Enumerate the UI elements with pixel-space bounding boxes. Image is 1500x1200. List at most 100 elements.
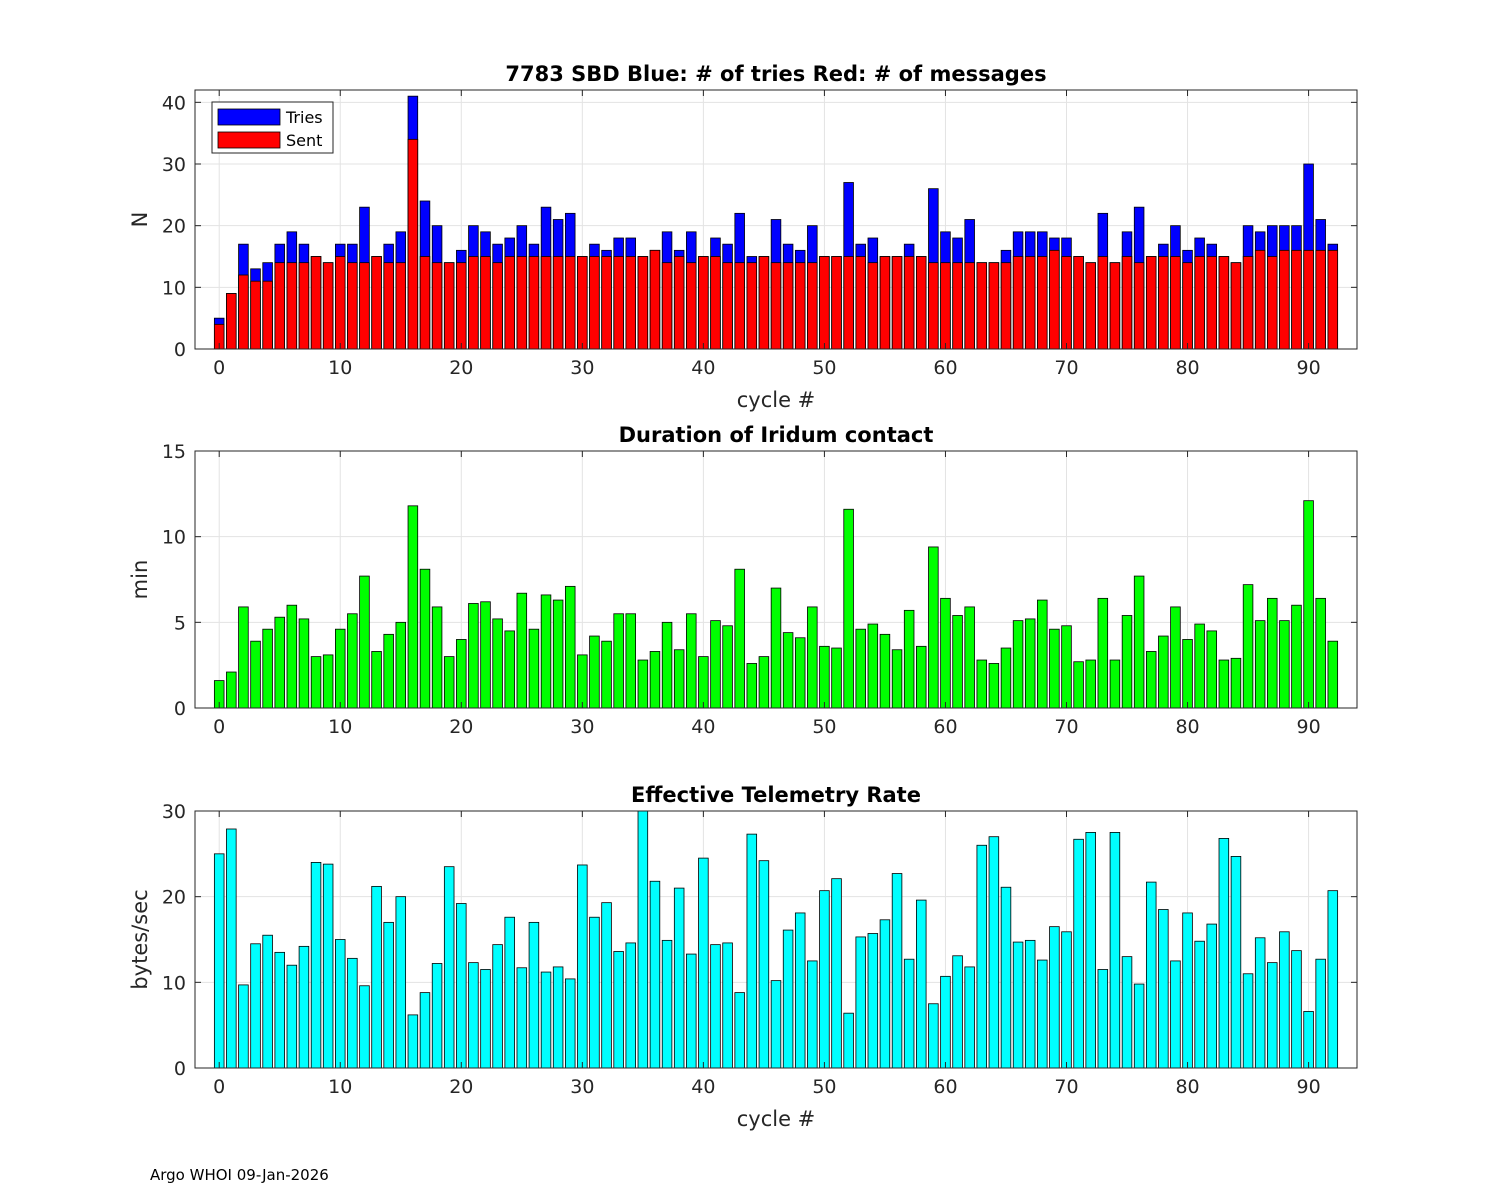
rate-bar xyxy=(855,936,866,1069)
sbd-y-tick-label: 10 xyxy=(162,277,186,299)
sbd-bar-sent xyxy=(879,256,891,350)
sbd-bar-sent xyxy=(1049,249,1060,350)
sbd-y-tick-label: 20 xyxy=(162,216,186,238)
duration-bar xyxy=(1000,647,1012,709)
duration-bar xyxy=(770,587,782,709)
duration-bar xyxy=(589,635,600,709)
rate-bar xyxy=(468,962,479,1069)
duration-bar xyxy=(1037,599,1048,709)
sbd-bar-sent xyxy=(589,256,600,350)
telemetry-rate-chart: 0 10 20 30 40 50 60 70 80 90 0 10 20 30 Effective Tele… xyxy=(128,783,1358,1131)
sbd-bar-sent xyxy=(1170,256,1181,350)
rate-bar xyxy=(250,943,261,1069)
rate-bar xyxy=(698,857,709,1069)
sbd-bar-sent xyxy=(395,262,407,350)
duration-bar xyxy=(988,663,1000,709)
rate-bar xyxy=(625,942,636,1069)
rate-bar xyxy=(819,890,830,1069)
sbd-tries-chart: 0 10 20 30 40 50 60 70 80 90 0 10 20 30 40 7783 SBD Blu… xyxy=(128,62,1358,412)
sbd-bar-sent xyxy=(335,256,346,350)
rate-x-axis-label: cycle # xyxy=(737,1107,816,1131)
sbd-bar-sent xyxy=(758,256,770,350)
duration-y-tick-label: 0 xyxy=(174,698,186,720)
rate-bar xyxy=(782,929,794,1069)
rate-bar xyxy=(1049,926,1060,1069)
rate-bar xyxy=(673,887,685,1069)
duration-bar xyxy=(552,599,564,709)
rate-bar xyxy=(552,966,564,1069)
rate-bar xyxy=(649,880,661,1069)
rate-bar xyxy=(298,945,310,1069)
sbd-bar-sent xyxy=(1012,256,1024,350)
duration-bar xyxy=(492,618,503,709)
sbd-x-tick-label: 30 xyxy=(570,357,594,379)
duration-bar xyxy=(1012,620,1024,709)
duration-bar xyxy=(807,606,818,709)
sbd-bar-sent xyxy=(528,256,540,350)
legend-label-tries: Tries xyxy=(285,108,323,127)
sbd-bar-sent xyxy=(577,256,588,350)
rate-bar xyxy=(903,958,915,1069)
rate-bar xyxy=(746,833,758,1069)
sbd-bar-sent xyxy=(722,262,733,350)
sbd-bar-sent xyxy=(1024,256,1036,350)
rate-bar xyxy=(770,980,782,1069)
duration-y-tick-label: 15 xyxy=(162,441,186,463)
rate-y-tick-label: 10 xyxy=(162,972,186,994)
sbd-bar-sent xyxy=(1158,256,1169,350)
duration-bar xyxy=(298,618,310,709)
sbd-bar-sent xyxy=(250,280,261,350)
rate-bar xyxy=(1085,832,1096,1069)
sbd-bar-sent xyxy=(431,262,443,350)
rate-bar xyxy=(589,916,600,1069)
rate-bar xyxy=(916,899,927,1069)
duration-bar xyxy=(1315,597,1326,709)
duration-bar xyxy=(238,606,249,709)
sbd-bar-sent xyxy=(1037,256,1048,350)
rate-bar xyxy=(1315,958,1326,1069)
rate-bar xyxy=(492,944,503,1069)
rate-bar xyxy=(1194,940,1205,1069)
duration-bar xyxy=(1218,659,1230,709)
sbd-bar-sent xyxy=(1085,262,1096,350)
duration-bar xyxy=(564,585,576,709)
sbd-bar-sent xyxy=(492,262,503,350)
sbd-bar-sent xyxy=(649,249,661,350)
duration-bar xyxy=(1121,615,1133,709)
sbd-bar-sent xyxy=(843,256,854,350)
duration-bar xyxy=(286,604,298,709)
duration-x-tick-label: 0 xyxy=(213,716,225,738)
duration-bar xyxy=(601,640,612,709)
duration-bar xyxy=(1085,659,1096,709)
rate-bar xyxy=(1024,939,1036,1069)
rate-bar xyxy=(637,810,649,1069)
sbd-y-tick-label: 0 xyxy=(174,339,186,361)
duration-bar xyxy=(855,628,866,709)
sbd-bar-sent xyxy=(1000,262,1012,350)
sbd-bar-sent xyxy=(468,256,479,350)
rate-bar xyxy=(359,985,370,1069)
sbd-bar-sent xyxy=(298,262,310,350)
duration-bar xyxy=(916,645,927,709)
rate-x-tick-label: 50 xyxy=(812,1076,836,1098)
sbd-legend: Tries Sent xyxy=(211,101,334,154)
duration-x-tick-label: 50 xyxy=(812,716,836,738)
rate-bar xyxy=(928,1003,939,1069)
rate-y-tick-label: 0 xyxy=(174,1058,186,1080)
duration-bar xyxy=(383,633,394,709)
sbd-bar-sent xyxy=(1327,249,1339,350)
rate-bar xyxy=(891,873,903,1069)
sbd-bar-sent xyxy=(1279,249,1290,350)
sbd-y-tick-label: 30 xyxy=(162,154,186,176)
duration-bar xyxy=(964,606,975,709)
duration-bar xyxy=(431,606,443,709)
sbd-bar-sent xyxy=(480,256,491,350)
sbd-bar-sent xyxy=(746,262,758,350)
duration-bar xyxy=(746,663,758,709)
rate-bar xyxy=(431,963,443,1069)
sbd-bar-sent xyxy=(952,262,963,350)
rate-bar xyxy=(347,957,358,1069)
sbd-x-tick-label: 90 xyxy=(1296,357,1320,379)
rate-bar xyxy=(480,969,491,1069)
sbd-bar-sent xyxy=(1303,249,1314,350)
